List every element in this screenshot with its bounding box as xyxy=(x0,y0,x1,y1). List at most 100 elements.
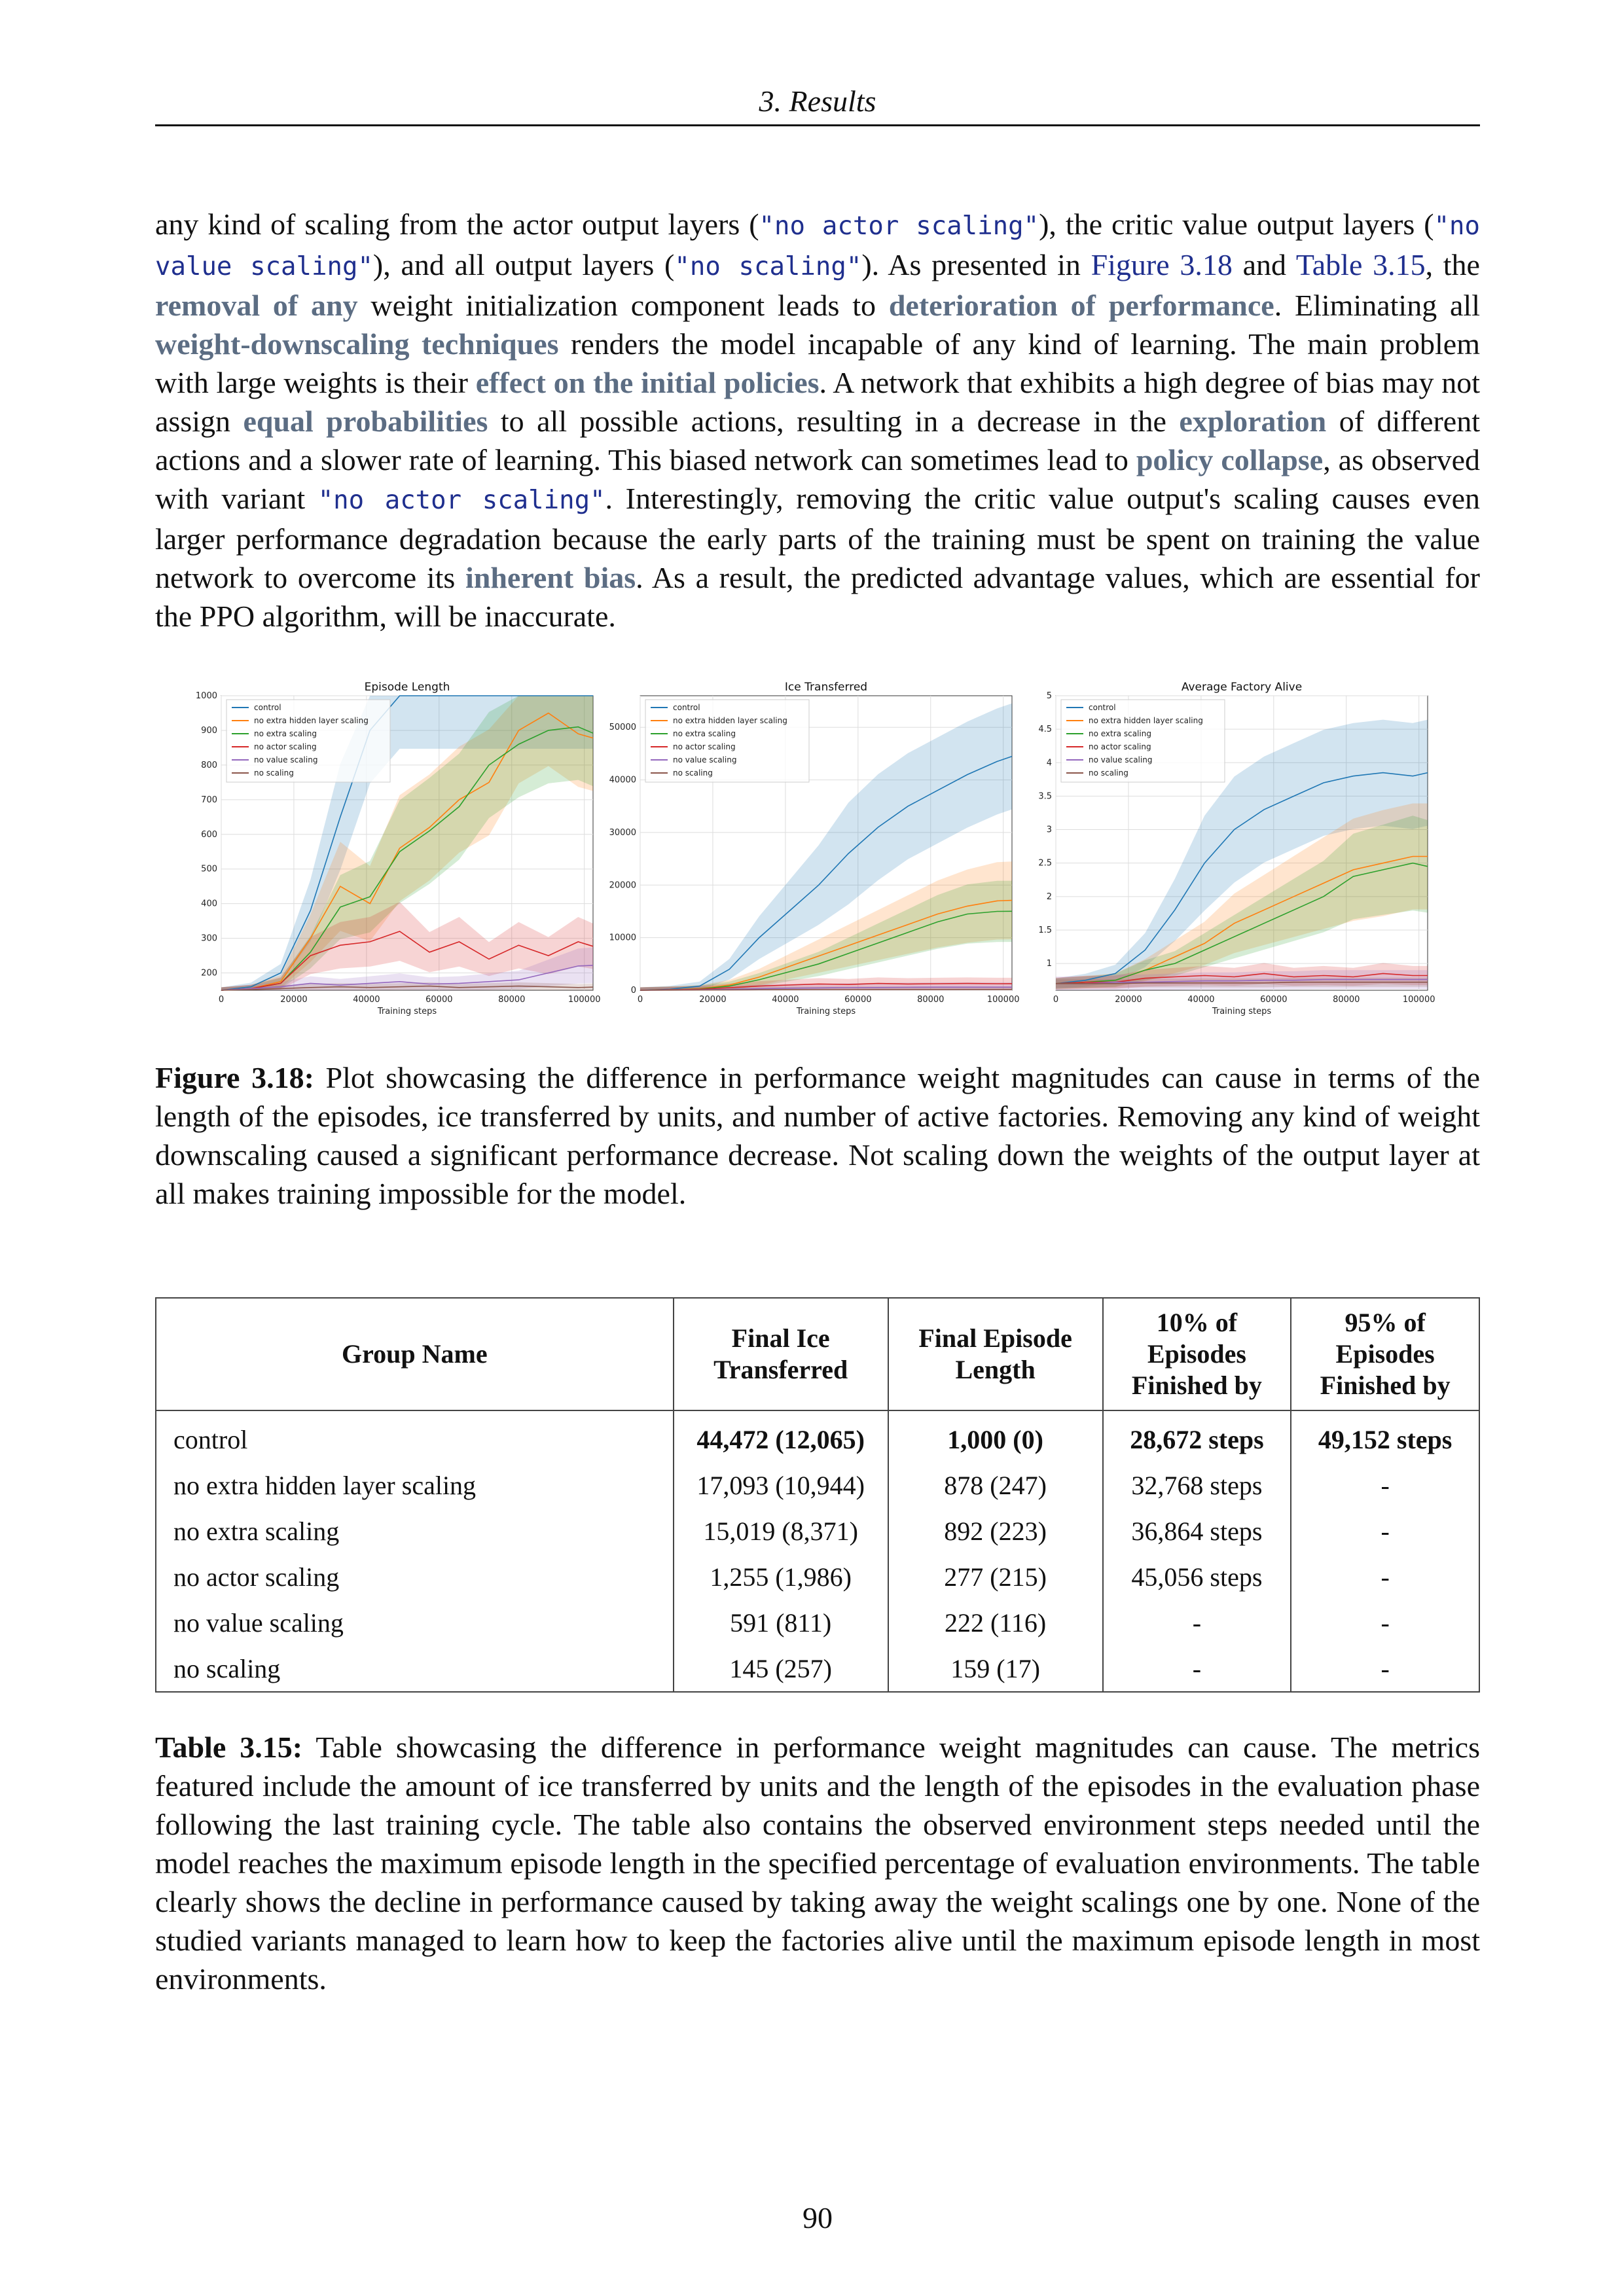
series-line xyxy=(1055,973,1428,984)
y-tick-label: 200 xyxy=(201,969,217,978)
series-line xyxy=(640,755,1013,991)
x-tick-label: 60000 xyxy=(1260,995,1287,1005)
table-cell: 1,000 (0) xyxy=(887,1410,1104,1462)
table-cell: 1,255 (1,986) xyxy=(672,1554,889,1600)
table-cell: - xyxy=(1290,1508,1480,1554)
legend-entry: no value scaling xyxy=(1089,755,1152,764)
table-cell: 591 (811) xyxy=(672,1600,889,1645)
series-line xyxy=(1056,981,1428,984)
x-tick-label: 20000 xyxy=(1115,995,1142,1005)
legend-box xyxy=(226,699,391,783)
x-tick-label: 100000 xyxy=(1403,995,1435,1005)
figure-ref-link[interactable]: Figure 3.18 xyxy=(1091,248,1233,281)
x-tick-label: 100000 xyxy=(987,995,1020,1005)
figure-caption: Figure 3.18: Plot showcasing the differe… xyxy=(155,1058,1480,1213)
table-cell: 17,093 (10,944) xyxy=(672,1462,889,1508)
series-line xyxy=(640,982,1013,991)
table-cell: 49,152 steps xyxy=(1290,1410,1480,1462)
x-tick-label: 20000 xyxy=(699,995,726,1005)
x-tick-label: 20000 xyxy=(280,995,307,1005)
table-cell: 28,672 steps xyxy=(1102,1410,1292,1462)
running-header: 3. Results xyxy=(759,84,876,118)
series-band xyxy=(1056,803,1428,990)
series-band xyxy=(221,696,593,990)
series-band xyxy=(640,880,1012,990)
series-line xyxy=(221,965,594,991)
table-cell: 36,864 steps xyxy=(1102,1508,1292,1554)
x-tick-label: 60000 xyxy=(844,995,871,1005)
y-tick-label: 1.5 xyxy=(1038,925,1052,935)
table-cell: 145 (257) xyxy=(672,1645,889,1692)
x-tick-label: 80000 xyxy=(498,995,525,1005)
x-tick-label: 40000 xyxy=(1187,995,1214,1005)
table-cell: 878 (247) xyxy=(887,1462,1104,1508)
y-tick-label: 4.5 xyxy=(1038,725,1052,734)
x-tick-label: 100000 xyxy=(568,995,601,1005)
x-tick-label: 40000 xyxy=(353,995,380,1005)
legend-entry: control xyxy=(1089,703,1116,712)
legend-entry: no value scaling xyxy=(254,755,317,764)
y-tick-label: 10000 xyxy=(609,933,636,943)
series-band xyxy=(221,947,593,990)
legend-entry: no scaling xyxy=(1089,768,1128,778)
table-cell: no value scaling xyxy=(155,1600,674,1645)
series-band xyxy=(1056,719,1428,989)
legend-entry: no extra scaling xyxy=(1089,729,1151,738)
legend-entry: no extra hidden layer scaling xyxy=(1089,716,1203,725)
table-cell: - xyxy=(1290,1462,1480,1508)
col-header-10pct: 10% of Episodes Finished by xyxy=(1102,1298,1292,1411)
legend-entry: control xyxy=(254,703,281,712)
chart-title: Ice Transferred xyxy=(785,681,867,694)
page-number: 90 xyxy=(803,2201,833,2234)
y-tick-label: 900 xyxy=(201,726,217,736)
y-tick-label: 400 xyxy=(201,899,217,909)
table-cell: no scaling xyxy=(155,1645,674,1692)
table-header-row: Group Name Final Ice Transferred Final E… xyxy=(155,1298,1480,1411)
table-cell: 32,768 steps xyxy=(1102,1462,1292,1508)
table-cell: no extra hidden layer scaling xyxy=(155,1462,674,1508)
x-tick-label: 0 xyxy=(219,995,224,1005)
table-cell: - xyxy=(1290,1645,1480,1692)
series-line xyxy=(221,985,594,991)
x-axis-label: Training steps xyxy=(1212,1007,1272,1016)
legend-box xyxy=(645,699,810,783)
series-line xyxy=(1055,862,1428,984)
x-tick-label: 60000 xyxy=(425,995,452,1005)
y-tick-label: 800 xyxy=(201,761,217,770)
x-tick-label: 0 xyxy=(1053,995,1058,1005)
series-band xyxy=(640,861,1012,990)
table-cell: 277 (215) xyxy=(887,1554,1104,1600)
series-line xyxy=(1055,772,1428,984)
y-tick-label: 1000 xyxy=(196,691,217,701)
table-cell: 15,019 (8,371) xyxy=(672,1508,889,1554)
body-paragraph: any kind of scaling from the actor outpu… xyxy=(155,207,1481,633)
x-axis-label: Training steps xyxy=(377,1007,437,1016)
header-rule xyxy=(155,124,1480,126)
table-ref-link[interactable]: Table 3.15 xyxy=(1295,248,1426,281)
series-band xyxy=(221,902,593,990)
y-tick-label: 0 xyxy=(631,986,636,996)
table-cell: - xyxy=(1290,1554,1480,1600)
series-line xyxy=(1056,978,1428,984)
series-band xyxy=(640,703,1012,990)
table-cell: no actor scaling xyxy=(155,1554,674,1600)
series-line xyxy=(221,695,593,991)
y-tick-label: 600 xyxy=(201,830,217,840)
y-tick-label: 700 xyxy=(201,795,217,805)
legend-entry: no extra hidden layer scaling xyxy=(673,716,787,725)
legend-entry: no extra scaling xyxy=(673,729,736,738)
table-cell: 222 (116) xyxy=(887,1600,1104,1645)
x-tick-label: 40000 xyxy=(772,995,799,1005)
legend-entry: no extra scaling xyxy=(254,729,317,738)
y-tick-label: 50000 xyxy=(609,723,636,732)
table-caption-label: Table 3.15: xyxy=(155,1731,303,1764)
table-row: no actor scaling 1,255 (1,986) 277 (215)… xyxy=(155,1554,1480,1600)
legend-box xyxy=(1060,699,1225,783)
legend-entry: no extra hidden layer scaling xyxy=(254,716,369,725)
table-caption: Table 3.15: Table showcasing the differe… xyxy=(155,1728,1480,1998)
y-tick-label: 3.5 xyxy=(1038,791,1052,801)
y-tick-label: 1 xyxy=(1047,959,1052,969)
legend-entry: no actor scaling xyxy=(254,742,317,751)
chart-panel: 200 300 400 500 600 700 800 900 1000 0 20000 40000 6… xyxy=(196,681,601,1016)
